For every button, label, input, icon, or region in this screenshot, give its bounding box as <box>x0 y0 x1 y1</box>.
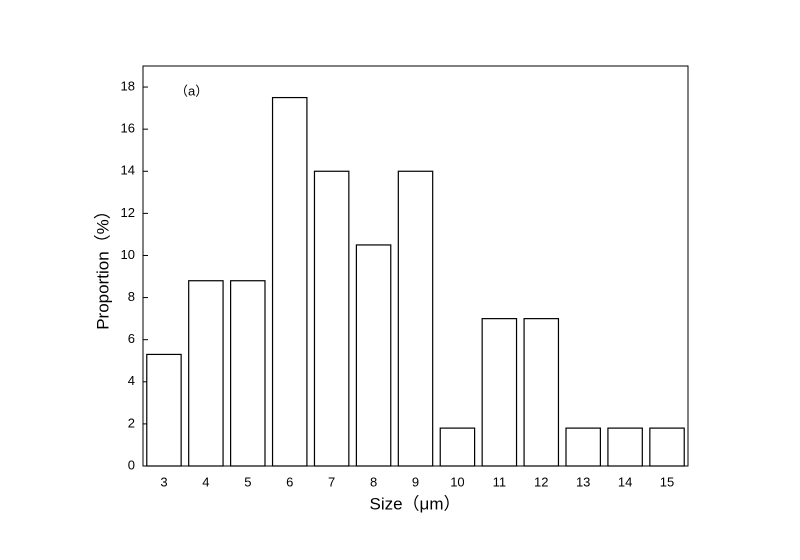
x-tick-label: 14 <box>618 474 632 489</box>
x-tick-label: 5 <box>244 474 251 489</box>
bar <box>230 280 266 467</box>
x-axis-title: Size（μm） <box>369 494 460 513</box>
y-tick-label: 14 <box>121 163 135 178</box>
bar <box>313 170 350 467</box>
bar <box>439 427 476 467</box>
bar <box>397 170 434 467</box>
bar <box>565 427 601 467</box>
bar <box>146 353 182 467</box>
x-tick-label: 3 <box>160 474 167 489</box>
y-axis-title: Proportion（%） <box>93 202 112 330</box>
bar <box>607 427 643 467</box>
x-tick-label: 12 <box>534 474 548 489</box>
bar <box>271 96 308 467</box>
bar <box>523 318 560 467</box>
y-tick-label: 8 <box>128 289 135 304</box>
x-tick-label: 7 <box>328 474 335 489</box>
bar <box>355 244 392 467</box>
bar <box>649 427 685 467</box>
y-tick-label: 10 <box>121 247 135 262</box>
y-tick-label: 6 <box>128 331 135 346</box>
y-tick-label: 16 <box>121 121 135 136</box>
y-tick-label: 12 <box>121 205 135 220</box>
x-tick-label: 13 <box>576 474 590 489</box>
x-tick-label: 8 <box>370 474 377 489</box>
x-tick-label: 15 <box>660 474 674 489</box>
y-tick-label: 2 <box>128 415 135 430</box>
bar <box>188 280 224 467</box>
annotation: （a） <box>175 83 208 98</box>
x-tick-label: 4 <box>202 474 209 489</box>
x-tick-label: 6 <box>286 474 293 489</box>
y-tick-label: 4 <box>128 373 135 388</box>
y-tick-label: 0 <box>128 457 135 472</box>
x-tick-label: 10 <box>450 474 464 489</box>
x-tick-label: 9 <box>412 474 419 489</box>
y-tick-label: 18 <box>121 78 135 93</box>
x-tick-label: 11 <box>493 474 507 489</box>
bar <box>481 318 518 467</box>
